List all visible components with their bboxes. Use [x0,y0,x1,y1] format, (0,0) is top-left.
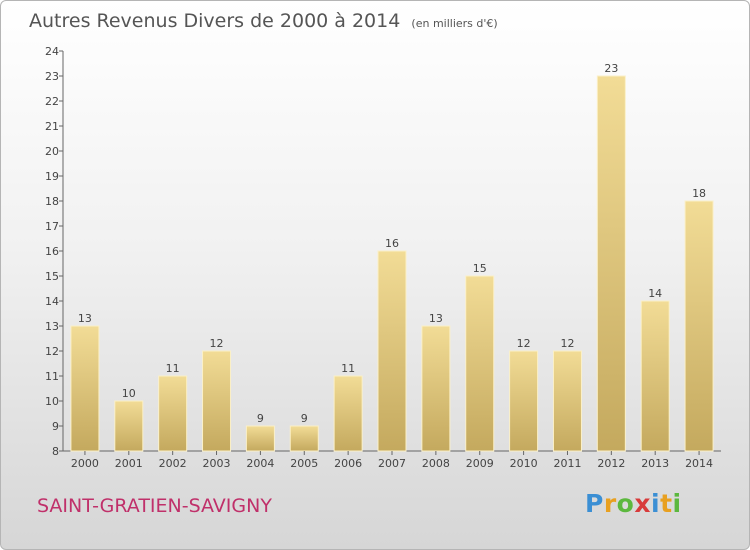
x-tick-label: 2006 [334,457,362,470]
x-tick-label: 2008 [422,457,450,470]
logo-letter: i [651,489,661,518]
bar-2003 [202,350,232,452]
y-tick-label: 14 [45,295,59,308]
x-tick-label: 2010 [510,457,538,470]
bar-2010 [509,350,539,452]
logo-letter: i [672,489,682,518]
y-tick-label: 13 [45,320,59,333]
bar-value-label: 18 [692,187,706,200]
place-name: SAINT-GRATIEN-SAVIGNY [37,495,272,517]
bar-2001 [114,400,144,452]
y-tick-label: 12 [45,345,59,358]
bar-2004 [245,425,275,452]
y-tick-label: 9 [52,420,59,433]
x-tick-label: 2009 [466,457,494,470]
bar-2008 [421,325,451,452]
y-tick-label: 11 [45,370,59,383]
bar-2005 [289,425,319,452]
bar-2011 [552,350,582,452]
y-tick-label: 21 [45,120,59,133]
bar-value-label: 13 [78,312,92,325]
logo-letter: o [616,489,635,518]
bar-value-label: 16 [385,237,399,250]
x-tick-label: 2003 [203,457,231,470]
y-tick-label: 17 [45,220,59,233]
chart-title: Autres Revenus Divers de 2000 à 2014 [29,10,401,32]
logo-letter: t [660,489,673,518]
x-tick-label: 2000 [71,457,99,470]
bar-2012 [596,75,626,452]
chart-unit: (en milliers d'€) [411,17,498,30]
bar-value-label: 10 [122,387,136,400]
x-tick-label: 2014 [685,457,713,470]
x-tick-label: 2002 [159,457,187,470]
y-tick-label: 19 [45,170,59,183]
x-tick-label: 2011 [553,457,581,470]
x-tick-label: 2007 [378,457,406,470]
bar-value-label: 12 [560,337,574,350]
y-tick-label: 20 [45,145,59,158]
logo-letter: r [603,489,617,518]
bar-value-label: 13 [429,312,443,325]
logo-letter: P [585,489,604,518]
bar-value-label: 12 [517,337,531,350]
bar-2002 [158,375,188,452]
bar-2000 [70,325,100,452]
bar-value-label: 12 [210,337,224,350]
bar-chart: 8 9 10 11 12 13 14 15 16 17 18 19 20 21 22 23 24 13 2000 10… [45,45,721,470]
bar-value-label: 11 [166,362,180,375]
bar-2007 [377,250,407,452]
bar-value-label: 14 [648,287,662,300]
bar-2014 [684,200,714,452]
y-tick-label: 15 [45,270,59,283]
bar-2009 [465,275,495,452]
x-tick-label: 2001 [115,457,143,470]
bar-2013 [640,300,670,452]
y-tick-label: 24 [45,45,59,58]
y-tick-label: 16 [45,245,59,258]
y-tick-label: 8 [52,445,59,458]
y-tick-label: 10 [45,395,59,408]
logo-letter: x [634,489,651,518]
x-tick-label: 2004 [246,457,274,470]
y-tick-label: 18 [45,195,59,208]
bar-value-label: 9 [257,412,264,425]
bar-value-label: 9 [301,412,308,425]
bar-value-label: 15 [473,262,487,275]
y-tick-label: 22 [45,95,59,108]
bar-2006 [333,375,363,452]
x-tick-label: 2013 [641,457,669,470]
proxiti-logo: Proxiti [585,489,682,518]
y-tick-label: 23 [45,70,59,83]
bar-value-label: 23 [604,62,618,75]
chart-title-block: Autres Revenus Divers de 2000 à 2014 (en… [29,10,498,32]
bar-value-label: 11 [341,362,355,375]
x-tick-label: 2005 [290,457,318,470]
x-tick-label: 2012 [597,457,625,470]
